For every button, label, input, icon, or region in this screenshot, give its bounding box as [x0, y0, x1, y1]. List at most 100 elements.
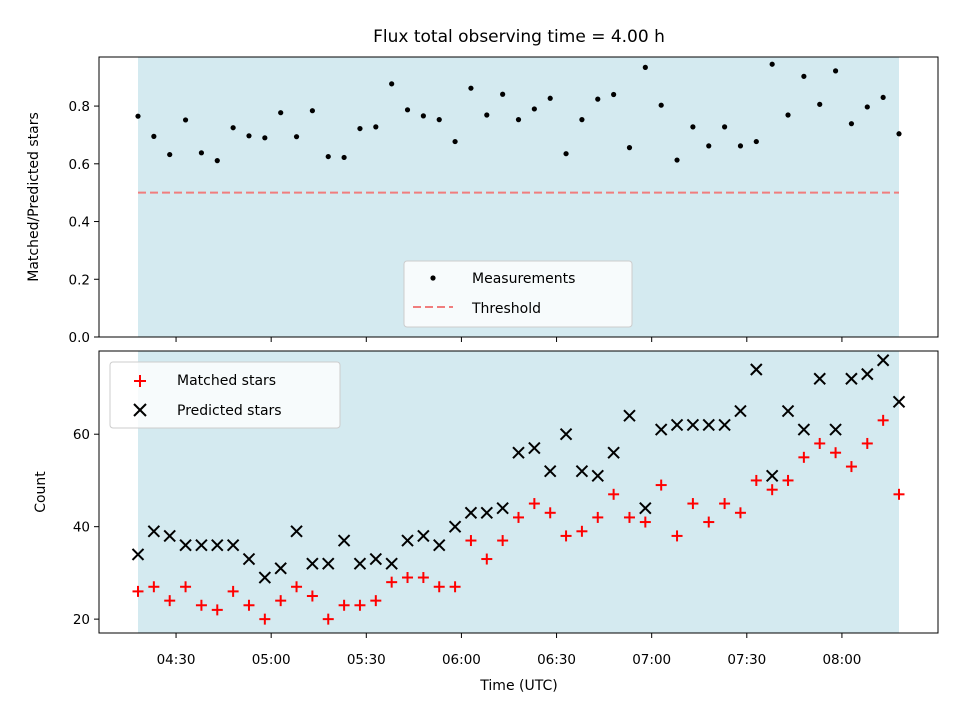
matched-star-point: [513, 511, 524, 523]
measurement-point: [357, 125, 363, 132]
predicted-star-point: [702, 418, 715, 432]
bottom-legend: Matched stars Predicted stars: [109, 361, 341, 429]
predicted-star-point: [322, 557, 335, 570]
matched-star-point: [481, 553, 493, 565]
predicted-star-point: [464, 506, 478, 520]
measurement-point: [182, 117, 189, 123]
predicted-star-point: [226, 538, 240, 552]
measurement-point: [135, 113, 141, 119]
measurement-point: [864, 104, 870, 110]
top-legend-box: [403, 260, 633, 328]
matched-star-point: [608, 488, 620, 500]
x-tick-label: 07:30: [727, 652, 766, 668]
predicted-star-point: [750, 363, 763, 376]
matched-star-point: [148, 581, 160, 593]
predicted-star-point: [718, 418, 731, 432]
matched-star-point: [734, 507, 746, 519]
measurement-point: [848, 121, 855, 127]
count-panel: 20 40 60 04:30 05:00 05:30 06:00 06:30 07:00 07:…: [33, 350, 939, 694]
matched-star-point: [322, 613, 334, 625]
y-tick-label: 0.4: [69, 215, 90, 231]
predicted-star-point: [876, 354, 890, 367]
predicted-star-point: [544, 464, 557, 478]
predicted-star-point: [813, 372, 826, 385]
matched-star-point: [528, 498, 540, 510]
predicted-star-point: [258, 571, 272, 584]
predicted-star-point: [195, 538, 208, 552]
measurement-point: [785, 112, 791, 118]
predicted-star-point: [559, 428, 573, 441]
matched-star-point: [402, 572, 414, 584]
predicted-star-point: [306, 557, 319, 570]
measurement-point: [500, 91, 506, 97]
x-tick-label: 06:00: [442, 652, 481, 668]
predicted-star-point: [131, 548, 145, 561]
measurement-point: [896, 131, 902, 137]
predicted-star-point: [417, 529, 430, 543]
measurement-point: [722, 124, 728, 130]
measurement-point: [753, 138, 759, 145]
x-tick-label: 04:30: [157, 652, 196, 668]
predicted-star-point: [686, 418, 700, 432]
bottom-y-ticks: 20 40 60: [73, 427, 99, 628]
predicted-star-point: [242, 552, 256, 566]
matched-star-point: [306, 590, 318, 602]
legend-predicted-marker: [133, 403, 147, 417]
matched-star-point: [544, 507, 556, 519]
matched-star-point: [782, 474, 794, 486]
legend-matched-label: Matched stars: [177, 373, 276, 389]
matched-star-point: [243, 599, 255, 611]
matched-star-point: [195, 599, 207, 611]
matched-star-point: [180, 581, 192, 593]
predicted-star-point: [575, 464, 589, 478]
predicted-star-point: [781, 404, 795, 418]
predicted-star-point: [829, 423, 842, 436]
predicted-star-point: [607, 446, 620, 459]
measurement-point: [801, 73, 807, 79]
measurement-points: [135, 61, 902, 164]
chart-title: Flux total observing time = 4.00 h: [373, 27, 665, 47]
matched-star-point: [354, 599, 366, 611]
predicted-star-point: [274, 562, 287, 575]
predicted-star-point: [528, 441, 541, 455]
predicted-star-point: [433, 538, 446, 552]
measurement-point: [595, 96, 601, 102]
measurement-point: [579, 117, 585, 123]
x-tick-label: 07:00: [632, 652, 671, 668]
measurement-point: [611, 91, 617, 98]
measurement-point: [468, 85, 474, 91]
predicted-star-point: [480, 506, 493, 520]
matched-star-point: [655, 479, 667, 491]
matched-star-point: [164, 595, 176, 607]
measurement-point: [278, 110, 284, 116]
measurement-point: [246, 133, 252, 139]
measurement-point: [832, 68, 839, 74]
predicted-star-point: [353, 557, 367, 570]
matched-star-point: [386, 576, 398, 588]
predicted-star-point: [845, 372, 858, 385]
measurement-point: [817, 101, 823, 107]
matched-star-point: [861, 437, 873, 449]
measurement-point: [325, 153, 331, 160]
matched-star-point: [211, 604, 223, 616]
predicted-star-point: [385, 557, 398, 570]
measurement-point: [531, 106, 537, 112]
matched-star-point: [560, 530, 572, 542]
matched-star-point: [576, 525, 588, 537]
bottom-x-ticks: 04:30 05:00 05:30 06:00 06:30 07:00 07:30 08:00: [157, 633, 861, 668]
matched-star-point: [639, 516, 651, 528]
x-axis-label: Time (UTC): [479, 678, 557, 694]
measurement-point: [674, 157, 680, 163]
matched-star-point: [687, 498, 699, 510]
predicted-star-point: [448, 520, 462, 533]
predicted-star-point: [765, 469, 779, 483]
matched-star-point: [703, 516, 715, 528]
matched-star-point: [449, 581, 461, 593]
bottom-axes-frame: [98, 350, 939, 634]
predicted-star-point: [290, 525, 303, 538]
matched-star-point: [433, 581, 445, 593]
measurement-point: [262, 135, 268, 141]
measurement-point: [293, 134, 300, 140]
measurement-point: [626, 145, 633, 151]
bottom-legend-box: [109, 361, 341, 429]
